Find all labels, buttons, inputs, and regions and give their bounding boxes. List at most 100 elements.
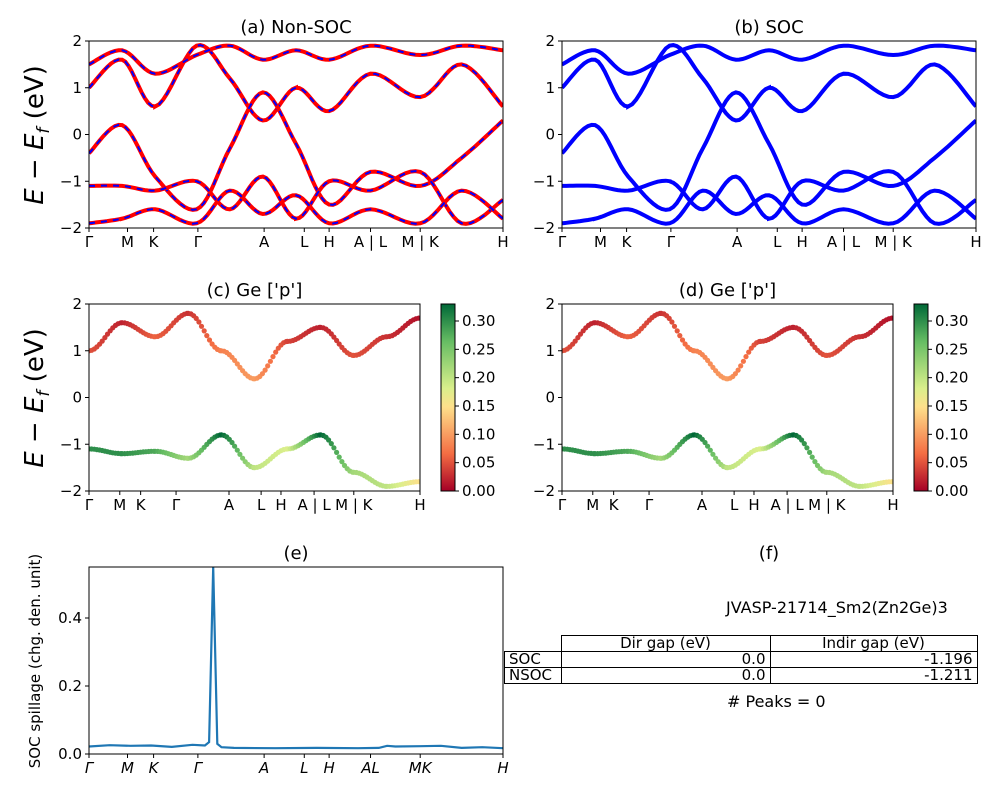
band-line: [89, 43, 503, 123]
x-tick-label: M: [586, 496, 599, 514]
band-point: [326, 437, 332, 443]
x-tick-label: A: [697, 496, 708, 514]
x-tick-label: M | K: [402, 233, 441, 251]
panel-title-b: (b) SOC: [734, 17, 803, 38]
x-tick-label: K: [609, 496, 620, 514]
scatter-points-d: [562, 310, 893, 489]
x-tick-label: L: [257, 496, 266, 514]
x-tick-label: A | L: [354, 233, 388, 251]
x-tick-label: K: [149, 759, 160, 777]
band-line-dash: [89, 189, 503, 225]
band-point: [336, 454, 342, 460]
y-tick-label: 0: [545, 126, 555, 144]
band-line: [89, 169, 503, 226]
table-header-indir: Indir gap (eV): [769, 635, 978, 652]
band-line-dash: [89, 91, 503, 211]
y-tick-label: 0.2: [58, 677, 82, 695]
x-tick-label: Γ: [558, 496, 567, 514]
y-axis-b: −2 −1 0 1 2: [533, 32, 562, 237]
spillage-line: [89, 567, 503, 750]
x-tick-label: M: [113, 496, 126, 514]
y-tick-label: 1: [545, 79, 555, 97]
band-point: [889, 479, 893, 485]
band-point: [229, 439, 235, 446]
y-axis-e: 0.0 0.2 0.4: [58, 609, 89, 763]
band-point: [809, 454, 815, 460]
band-point: [707, 447, 713, 453]
x-tick-label: M | K: [875, 233, 914, 251]
band-point: [273, 349, 279, 355]
band-point: [801, 441, 807, 447]
gap-table: Dir gap (eV) Indir gap (eV) SOC 0.0 -1.1…: [504, 635, 978, 684]
y-tick-label: 1: [72, 342, 82, 360]
band-point: [705, 443, 711, 449]
ylabel-energy-mid: E − Ef (eV): [20, 328, 54, 468]
table-header-dir: Dir gap (eV): [560, 635, 771, 652]
y-tick-label: 2: [545, 295, 555, 313]
y-tick-label: −2: [533, 482, 555, 500]
y-tick-label: −2: [533, 219, 555, 237]
x-tick-label: A: [224, 496, 235, 514]
table-cell: 0.0: [560, 651, 771, 668]
panel-title-e: (e): [283, 543, 308, 564]
table-header-row: Dir gap (eV) Indir gap (eV): [505, 635, 978, 652]
colorbar-tick-label: 0.05: [462, 454, 495, 472]
y-tick-label: −1: [533, 435, 555, 453]
table-row: SOC 0.0 -1.196: [504, 651, 978, 668]
x-tick-label: K: [149, 233, 160, 251]
colorbar-tick-label: 0.00: [935, 482, 968, 500]
x-tick-label: A | L: [770, 496, 804, 514]
bands-nsoc: [89, 43, 503, 226]
band-point: [234, 447, 240, 453]
band-point: [679, 337, 686, 343]
band-point: [889, 315, 893, 321]
ylabel-energy-top: E − Ef (eV): [20, 65, 54, 205]
y-tick-label: 0: [72, 126, 82, 144]
x-tick-label: Γ: [85, 759, 95, 777]
material-label: JVASP-21714_Sm2(Zn2Ge)3: [726, 598, 948, 617]
x-tick-label: H: [497, 233, 508, 251]
table-cell: -1.211: [769, 667, 978, 684]
colorbar-tick-label: 0.05: [935, 454, 968, 472]
band-point: [232, 357, 238, 363]
band-point: [735, 367, 741, 373]
band-line: [562, 169, 976, 226]
colorbar-tick-label: 0.25: [935, 340, 968, 358]
x-tick-label: A: [732, 233, 743, 251]
band-point: [671, 323, 678, 329]
table-row-label: NSOC: [504, 667, 562, 684]
band-point: [270, 354, 276, 360]
x-tick-label: A: [258, 759, 269, 777]
x-tick-label: M: [121, 759, 134, 777]
table-cell: 0.0: [560, 667, 771, 684]
x-tick-label: Γ: [194, 233, 203, 251]
panel-title-d: (d) Ge ['p']: [679, 280, 776, 301]
band-point: [804, 445, 810, 451]
band-point: [198, 323, 205, 329]
x-tick-label: H: [796, 233, 807, 251]
band-point: [799, 437, 805, 443]
spillage-series: [89, 567, 503, 750]
table-row: NSOC 0.0 -1.211: [504, 667, 978, 684]
band-point: [705, 357, 711, 363]
band-point: [666, 315, 672, 321]
x-tick-label: H: [323, 759, 334, 777]
band-point: [259, 371, 265, 377]
y-tick-label: −2: [60, 482, 82, 500]
band-point: [331, 445, 337, 451]
x-tick-label: H: [497, 759, 508, 777]
band-point: [702, 439, 708, 446]
band-point: [267, 358, 273, 364]
colorbar-tick-label: 0.20: [462, 369, 495, 387]
x-tick-label: AL: [360, 759, 380, 777]
band-line: [89, 43, 503, 76]
y-tick-label: −1: [533, 172, 555, 190]
band-point: [262, 367, 268, 373]
band-point: [732, 371, 739, 377]
colorbar-tick-label: 0.30: [462, 312, 495, 330]
x-tick-label: Γ: [645, 496, 654, 514]
band-point: [237, 451, 243, 457]
x-tick-label: Γ: [667, 233, 676, 251]
